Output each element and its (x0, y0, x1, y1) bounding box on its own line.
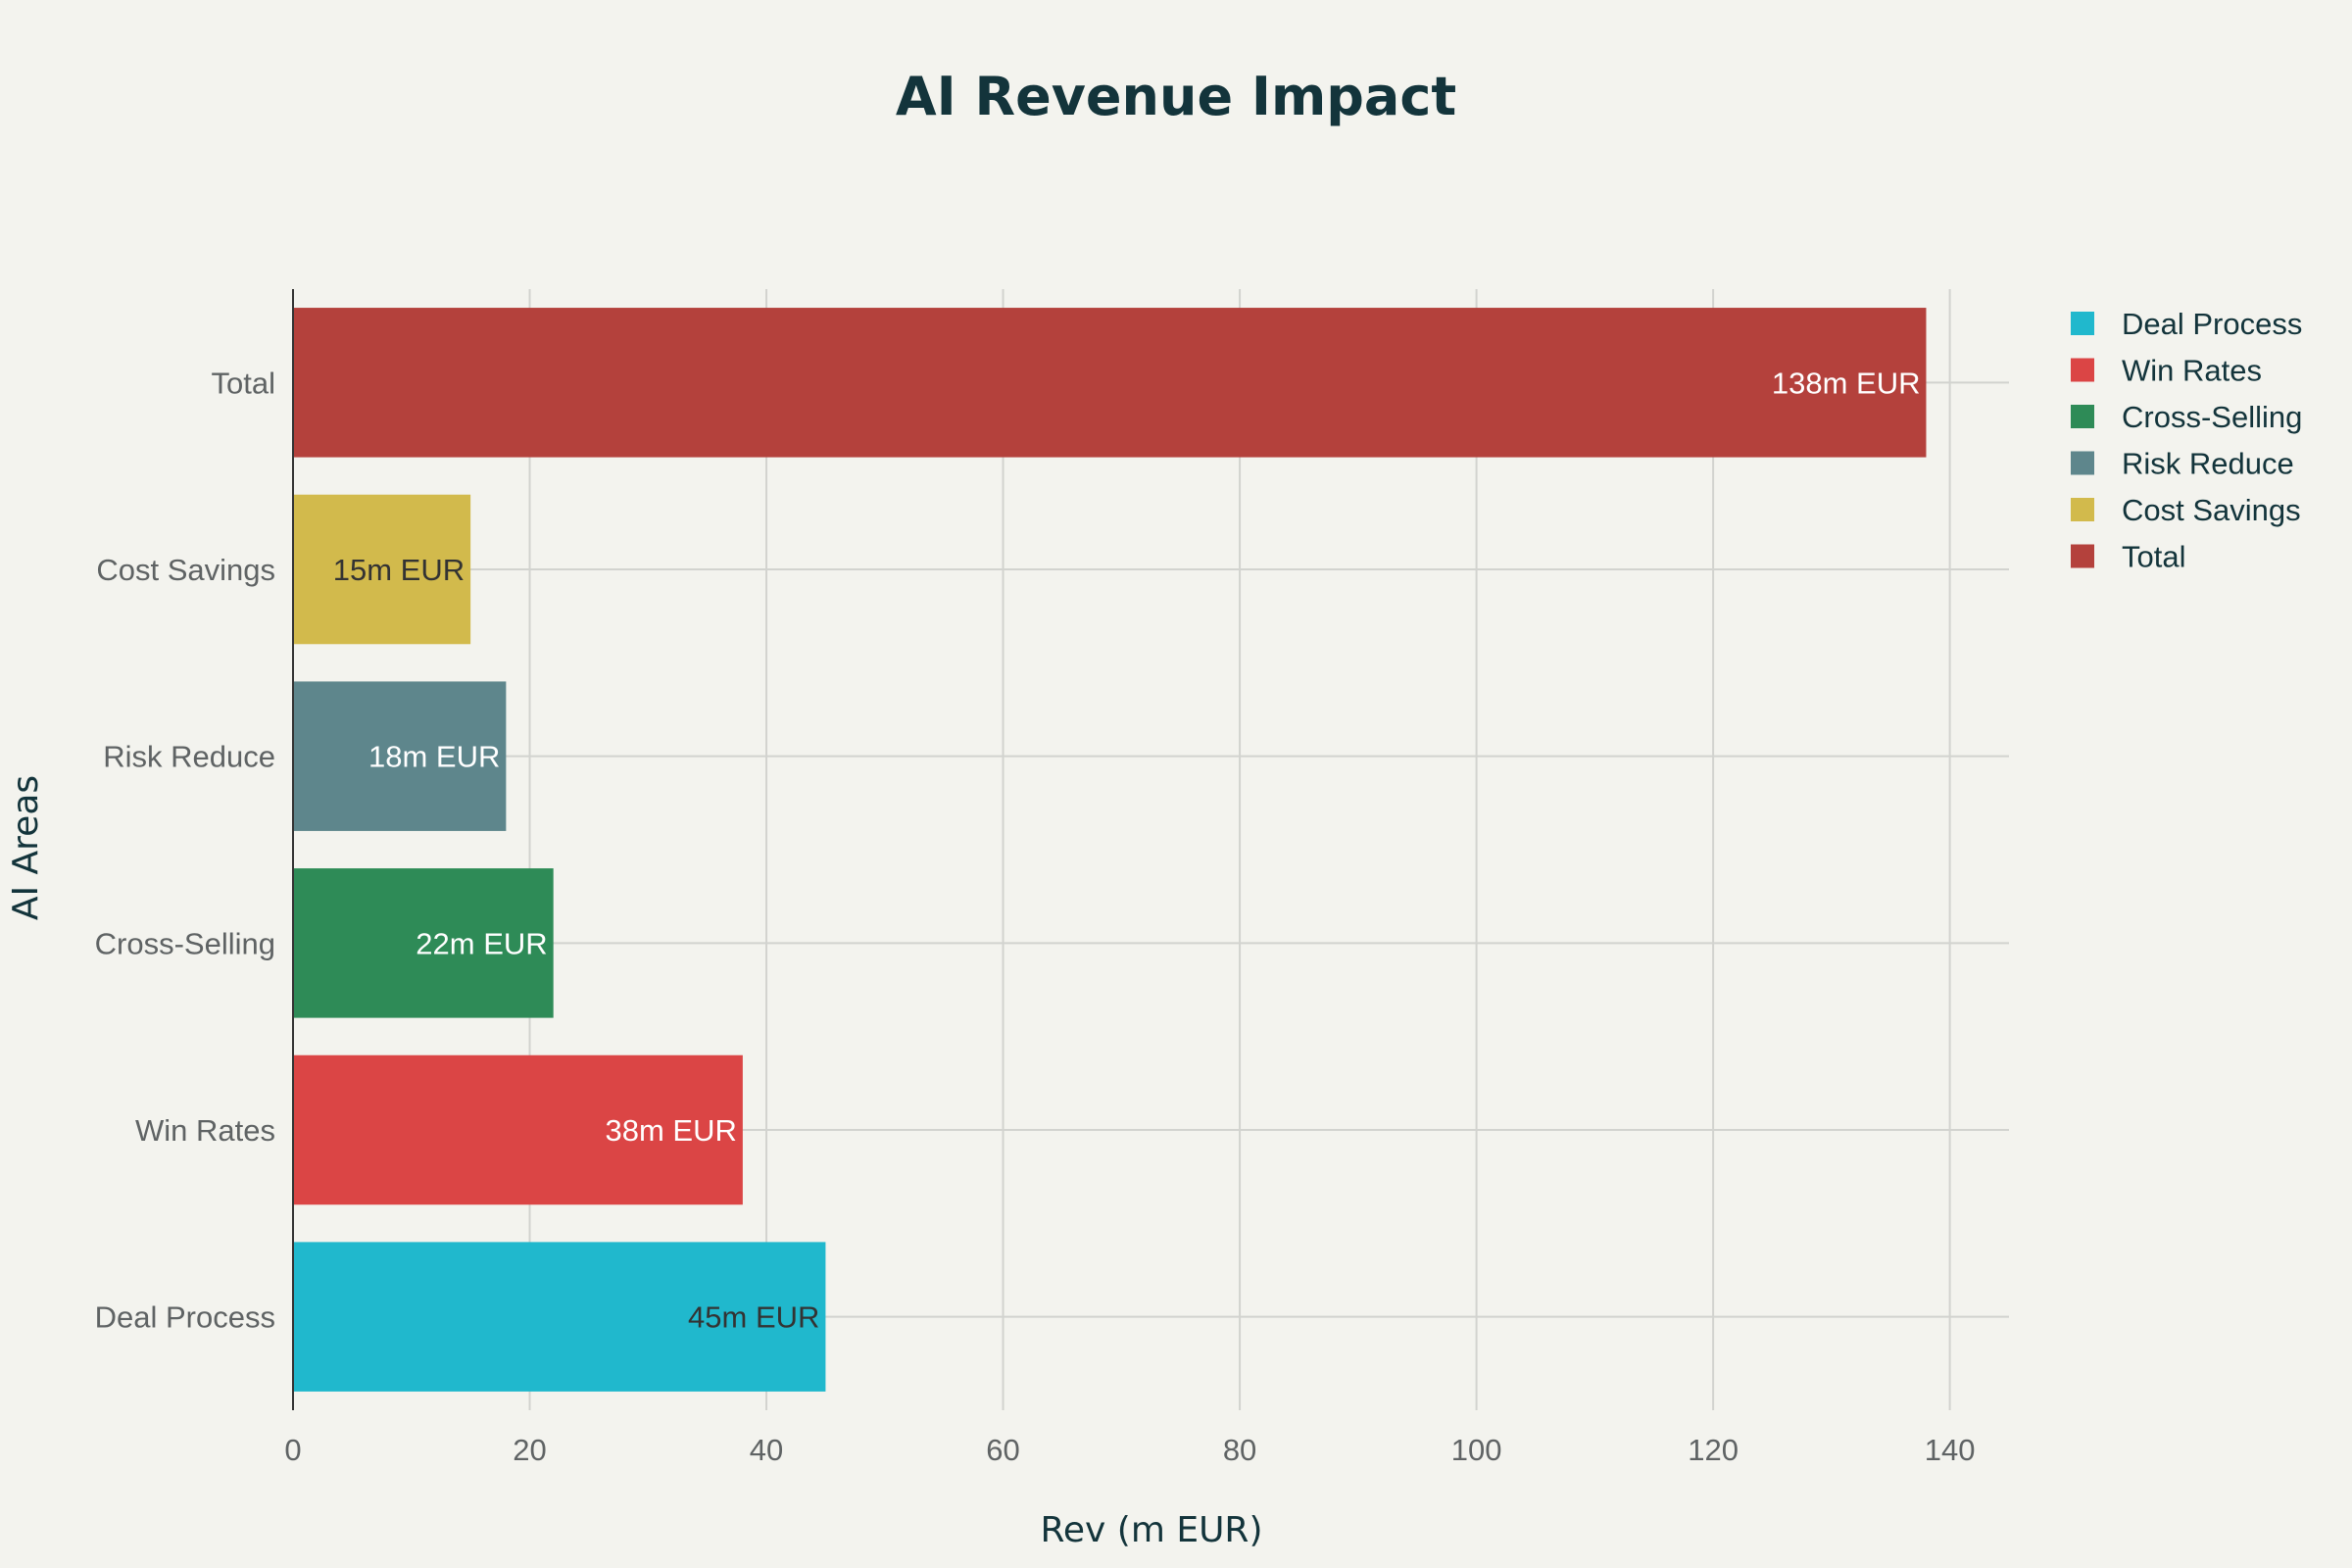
y-tick-label: Total (212, 366, 275, 400)
bar-value-label: 45m EUR (688, 1300, 819, 1335)
chart-title: AI Revenue Impact (896, 66, 1456, 127)
bar (293, 868, 554, 1018)
y-tick-label: Risk Reduce (103, 740, 275, 774)
bar (293, 308, 1927, 458)
x-tick-label: 60 (986, 1433, 1019, 1467)
legend-label: Cost Savings (2122, 493, 2301, 527)
y-tick-label: Deal Process (95, 1300, 275, 1335)
x-tick-label: 100 (1451, 1433, 1502, 1467)
bar-value-label: 138m EUR (1772, 366, 1921, 400)
legend-swatch (2071, 405, 2094, 428)
y-tick-label: Cross-Selling (95, 926, 275, 960)
x-tick-label: 140 (1925, 1433, 1976, 1467)
legend-label: Total (2122, 540, 2185, 574)
bar (293, 1054, 743, 1205)
bar-value-label: 22m EUR (416, 926, 547, 960)
x-axis-ticks: 0 20 40 60 80 100 120 140 (284, 1433, 1975, 1467)
x-tick-label: 0 (284, 1433, 301, 1467)
legend-swatch (2071, 498, 2094, 521)
y-tick-label: Cost Savings (96, 553, 275, 587)
x-tick-label: 120 (1688, 1433, 1739, 1467)
bar-value-label: 15m EUR (333, 553, 465, 587)
legend-label: Deal Process (2122, 307, 2302, 341)
legend-label: Risk Reduce (2122, 447, 2294, 481)
legend-label: Win Rates (2122, 354, 2262, 388)
legend-label: Cross-Selling (2122, 400, 2302, 434)
y-axis-title: AI Areas (6, 775, 46, 920)
x-tick-label: 80 (1223, 1433, 1256, 1467)
x-tick-label: 40 (750, 1433, 783, 1467)
bar-value-label: 38m EUR (606, 1113, 737, 1148)
legend-swatch (2071, 312, 2094, 335)
bar (293, 681, 507, 831)
bars: 45m EUR 38m EUR 22m EUR 18m EUR 15m EUR 138m … (293, 308, 1927, 1392)
x-axis-title: Rev (m EUR) (1040, 1510, 1262, 1550)
y-tick-label: Win Rates (135, 1113, 275, 1148)
legend: Deal Process Win Rates Cross-Selling Risk R… (2071, 307, 2302, 574)
bar-value-label: 18m EUR (368, 740, 500, 774)
x-tick-label: 20 (513, 1433, 546, 1467)
legend-swatch (2071, 451, 2094, 475)
legend-swatch (2071, 544, 2094, 568)
legend-swatch (2071, 358, 2094, 382)
y-axis-ticks: Deal Process Win Rates Cross-Selling Risk R… (95, 366, 275, 1334)
bar (293, 494, 471, 645)
bar (293, 1242, 826, 1392)
